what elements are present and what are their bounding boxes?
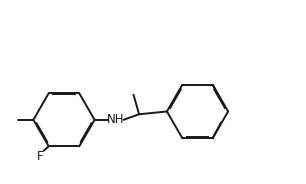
Text: F: F bbox=[37, 150, 44, 163]
Text: NH: NH bbox=[107, 113, 125, 126]
